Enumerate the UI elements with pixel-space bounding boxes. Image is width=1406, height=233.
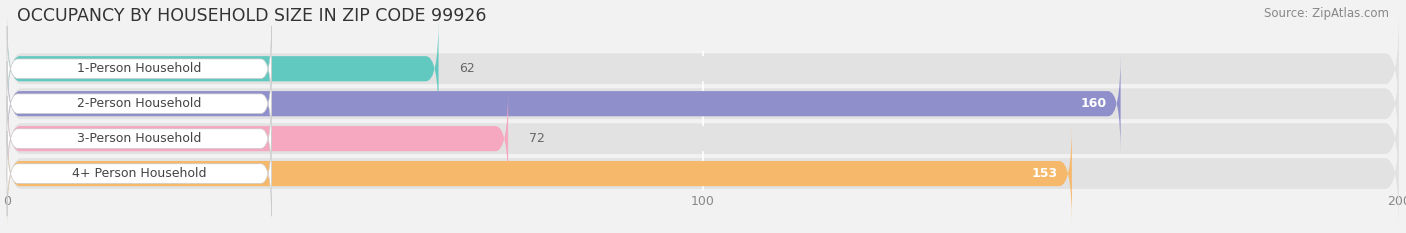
FancyBboxPatch shape — [7, 123, 1071, 224]
FancyBboxPatch shape — [7, 84, 1399, 193]
Text: OCCUPANCY BY HOUSEHOLD SIZE IN ZIP CODE 99926: OCCUPANCY BY HOUSEHOLD SIZE IN ZIP CODE … — [17, 7, 486, 25]
Text: 2-Person Household: 2-Person Household — [77, 97, 201, 110]
FancyBboxPatch shape — [7, 53, 1121, 154]
FancyBboxPatch shape — [7, 18, 1399, 119]
FancyBboxPatch shape — [7, 26, 271, 111]
FancyBboxPatch shape — [7, 18, 439, 119]
FancyBboxPatch shape — [7, 88, 508, 189]
FancyBboxPatch shape — [7, 53, 1399, 154]
FancyBboxPatch shape — [7, 61, 271, 146]
FancyBboxPatch shape — [7, 49, 1399, 158]
Text: 62: 62 — [460, 62, 475, 75]
FancyBboxPatch shape — [7, 119, 1399, 228]
FancyBboxPatch shape — [7, 14, 1399, 123]
Text: 160: 160 — [1081, 97, 1107, 110]
FancyBboxPatch shape — [7, 96, 271, 181]
Text: Source: ZipAtlas.com: Source: ZipAtlas.com — [1264, 7, 1389, 20]
Text: 153: 153 — [1032, 167, 1057, 180]
Text: 3-Person Household: 3-Person Household — [77, 132, 201, 145]
FancyBboxPatch shape — [7, 131, 271, 216]
Text: 72: 72 — [529, 132, 546, 145]
FancyBboxPatch shape — [7, 123, 1399, 224]
Text: 4+ Person Household: 4+ Person Household — [72, 167, 207, 180]
FancyBboxPatch shape — [7, 88, 1399, 189]
Text: 1-Person Household: 1-Person Household — [77, 62, 201, 75]
